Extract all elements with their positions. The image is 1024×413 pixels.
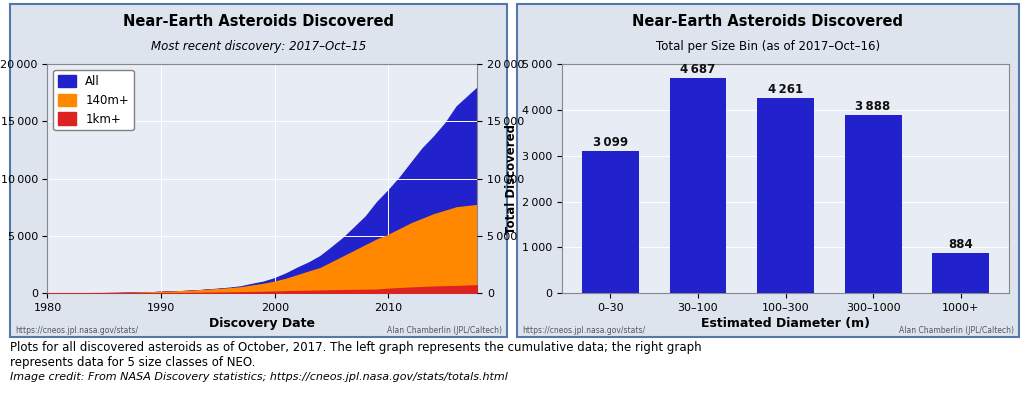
Text: 4 687: 4 687 (680, 63, 716, 76)
Text: https://cneos.jpl.nasa.gov/stats/: https://cneos.jpl.nasa.gov/stats/ (522, 325, 645, 335)
Text: https://cneos.jpl.nasa.gov/stats/: https://cneos.jpl.nasa.gov/stats/ (15, 325, 138, 335)
Text: Alan Chamberlin (JPL/Caltech): Alan Chamberlin (JPL/Caltech) (899, 325, 1014, 335)
Bar (932, 253, 989, 293)
Bar (670, 78, 726, 293)
Bar (582, 151, 639, 293)
Text: 3 888: 3 888 (855, 100, 891, 113)
Bar (845, 115, 901, 293)
Text: Most recent discovery: 2017–Oct–15: Most recent discovery: 2017–Oct–15 (151, 40, 367, 53)
Text: 4 261: 4 261 (768, 83, 803, 96)
Text: Alan Chamberlin (JPL/Caltech): Alan Chamberlin (JPL/Caltech) (387, 325, 502, 335)
Text: Plots for all discovered asteroids as of October, 2017. The left graph represent: Plots for all discovered asteroids as of… (10, 341, 701, 369)
Y-axis label: Total Discovered: Total Discovered (505, 123, 518, 234)
X-axis label: Estimated Diameter (m): Estimated Diameter (m) (701, 317, 870, 330)
Text: Near-Earth Asteroids Discovered: Near-Earth Asteroids Discovered (633, 14, 903, 29)
X-axis label: Discovery Date: Discovery Date (209, 317, 315, 330)
Bar (757, 98, 814, 293)
Text: 884: 884 (948, 238, 973, 251)
Legend: All, 140m+, 1km+: All, 140m+, 1km+ (53, 70, 134, 130)
Text: 3 099: 3 099 (593, 136, 628, 149)
Text: Near-Earth Asteroids Discovered: Near-Earth Asteroids Discovered (123, 14, 394, 29)
Text: Total per Size Bin (as of 2017–Oct–16): Total per Size Bin (as of 2017–Oct–16) (656, 40, 880, 53)
Text: Image credit: From NASA Discovery statistics; https://cneos.jpl.nasa.gov/stats/t: Image credit: From NASA Discovery statis… (10, 372, 508, 382)
